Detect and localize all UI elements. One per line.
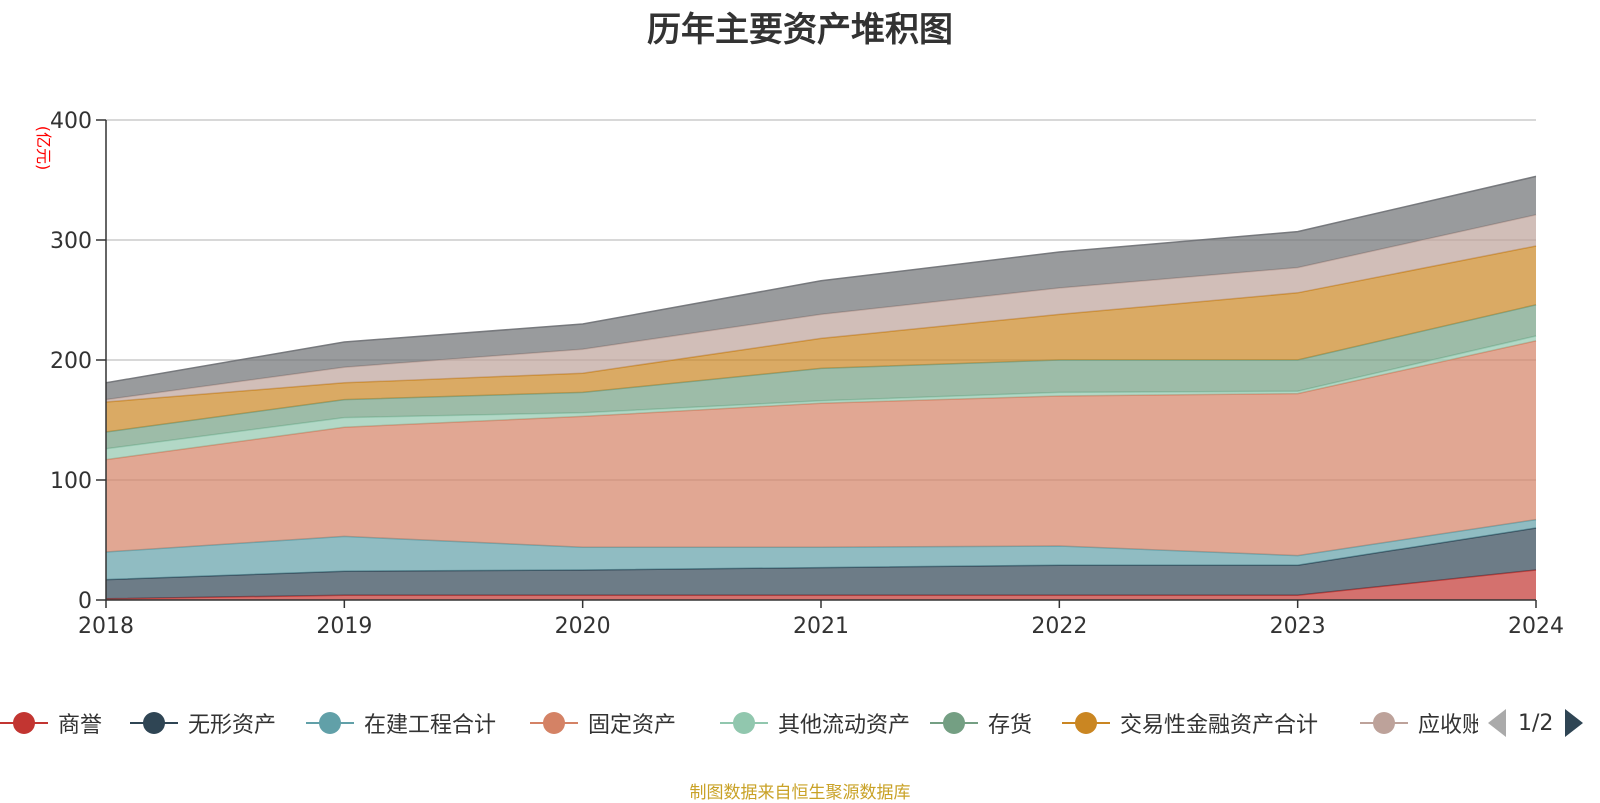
x-tick-label: 2022: [1031, 614, 1087, 639]
legend-items: 商誉 无形资产 在建工程合计 固定资产 其他流动资产 存货 交易性金融资产合计 应收账款: [0, 705, 1478, 741]
x-tick-label: 2020: [555, 614, 611, 639]
legend: 商誉 无形资产 在建工程合计 固定资产 其他流动资产 存货 交易性金融资产合计 应收账款 1/…: [0, 705, 1600, 741]
legend-marker-icon: [306, 705, 354, 741]
y-tick-label: 200: [50, 349, 92, 374]
y-axis-label: (亿元): [34, 126, 53, 171]
y-tick-label: 0: [78, 589, 92, 614]
legend-marker-icon: [530, 705, 578, 741]
legend-next-icon[interactable]: [1565, 709, 1584, 737]
chart-area: 0 100 200 300 400 2018 2019 2020 2021 2022 2023 202…: [34, 109, 1564, 639]
source-note: 制图数据来自恒生聚源数据库: [689, 783, 911, 803]
y-tick-label: 100: [50, 469, 92, 494]
legend-item-3[interactable]: 固定资产: [530, 705, 676, 741]
legend-label: 交易性金融资产合计: [1120, 713, 1319, 738]
legend-label: 商誉: [58, 713, 103, 738]
x-tick-label: 2023: [1270, 614, 1326, 639]
legend-item-0[interactable]: 商誉: [0, 705, 102, 741]
legend-label: 存货: [988, 713, 1033, 738]
legend-item-5[interactable]: 存货: [930, 705, 1032, 741]
chart-title: 历年主要资产堆积图: [647, 10, 953, 50]
y-tick-label: 300: [50, 229, 92, 254]
area-series-2: [106, 519, 1536, 580]
legend-label: 应收账款: [1418, 713, 1478, 738]
legend-item-4[interactable]: 其他流动资产: [720, 705, 910, 741]
legend-marker-icon: [720, 705, 768, 741]
legend-item-2[interactable]: 在建工程合计: [306, 705, 496, 741]
area-series-5: [106, 304, 1536, 449]
area-series-7: [106, 214, 1536, 402]
x-tick-label: 2024: [1508, 614, 1564, 639]
area-line-8: [105, 175, 1537, 384]
legend-item-1[interactable]: 无形资产: [130, 705, 276, 741]
legend-marker-icon: [1360, 705, 1408, 741]
area-series-8: [106, 176, 1536, 400]
legend-label: 无形资产: [188, 713, 277, 738]
stacked-areas: [105, 175, 1537, 600]
legend-page-indicator: 1/2: [1518, 710, 1554, 736]
x-tick-label: 2021: [793, 614, 849, 639]
legend-label: 在建工程合计: [364, 713, 497, 738]
y-tick-label: 400: [50, 109, 92, 134]
legend-prev-icon[interactable]: [1488, 709, 1506, 737]
area-series-1: [106, 528, 1536, 599]
legend-label: 其他流动资产: [778, 713, 911, 738]
x-tick-label: 2018: [78, 614, 134, 639]
legend-item-6[interactable]: 交易性金融资产合计: [1062, 705, 1318, 741]
legend-pager: 1/2: [1488, 705, 1584, 741]
legend-marker-icon: [930, 705, 978, 741]
legend-label: 固定资产: [588, 713, 677, 738]
legend-marker-icon: [130, 705, 178, 741]
area-series-3: [106, 340, 1536, 556]
axes: 0 100 200 300 400 2018 2019 2020 2021 2022 2023 202…: [34, 109, 1564, 639]
x-tick-label: 2019: [316, 614, 372, 639]
legend-marker-icon: [1062, 705, 1110, 741]
legend-marker-icon: [0, 705, 48, 741]
legend-item-7[interactable]: 应收账款: [1360, 705, 1478, 741]
